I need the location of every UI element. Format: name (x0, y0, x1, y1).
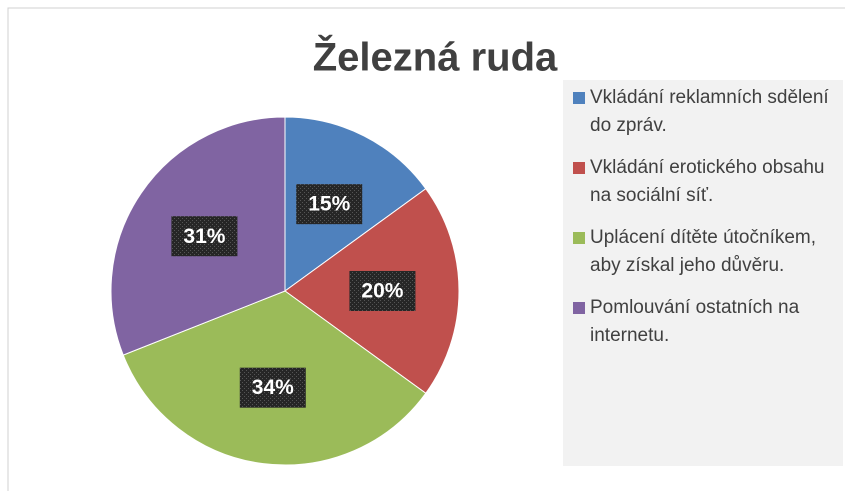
legend-label: Vkládání reklamních sdělení do zpráv. (590, 87, 829, 136)
legend: Vkládání reklamních sdělení do zpráv. Vkl… (563, 80, 843, 466)
legend-label: Uplácení dítěte útočníkem, aby získal je… (590, 227, 817, 276)
legend-item: Pomlouvání ostatních na internetu. (573, 294, 837, 350)
data-label-box (239, 367, 306, 408)
legend-label: Pomlouvání ostatních na internetu. (590, 297, 800, 346)
data-label-box (296, 184, 363, 225)
pie: 15% 20% 34% 31% (110, 116, 460, 466)
frame (7, 7, 845, 491)
legend-swatch (573, 232, 585, 244)
legend-swatch (573, 92, 585, 104)
legend-item: Vkládání erotického obsahu na sociální s… (573, 154, 837, 210)
data-label: 15% (308, 193, 350, 216)
legend-item: Uplácení dítěte útočníkem, aby získal je… (573, 224, 837, 280)
legend-swatch (573, 302, 585, 314)
legend-swatch (573, 162, 585, 174)
data-label-box (171, 216, 238, 257)
legend-item: Vkládání reklamních sdělení do zpráv. (573, 84, 837, 140)
chart-title: Železná ruda (313, 34, 558, 80)
legend-label: Vkládání erotického obsahu na sociální s… (590, 157, 825, 206)
data-label: 31% (183, 225, 225, 248)
data-label: 34% (252, 376, 294, 399)
data-label-box (349, 271, 416, 311)
data-label: 20% (361, 280, 403, 303)
